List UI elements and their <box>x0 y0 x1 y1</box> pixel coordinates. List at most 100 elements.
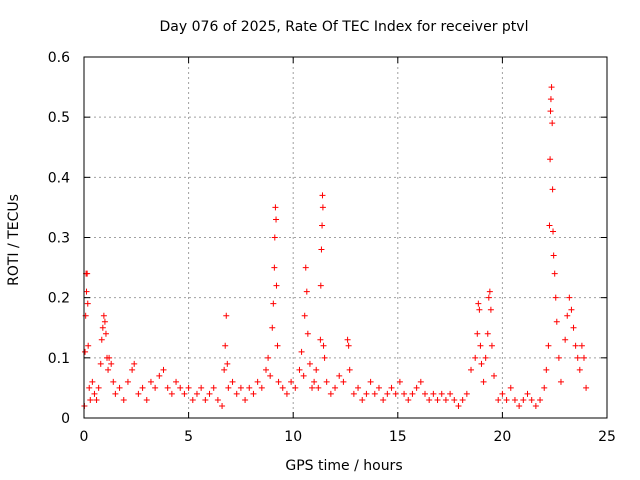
data-point <box>105 366 112 373</box>
data-point <box>477 342 484 349</box>
axis-ticks: 0 5 10 15 20 25 0 0.1 0.2 0.3 0.4 0.5 0.6 <box>48 50 616 445</box>
data-point <box>279 384 286 391</box>
data-point <box>84 270 91 277</box>
data-point <box>143 396 150 403</box>
data-point <box>246 384 253 391</box>
data-point <box>254 378 261 385</box>
data-point <box>409 390 416 397</box>
data-point <box>332 384 339 391</box>
y-tick-label: 0 <box>61 411 70 427</box>
data-point <box>578 342 585 349</box>
data-point <box>564 312 571 319</box>
data-point <box>237 384 244 391</box>
data-point <box>271 234 278 241</box>
data-point <box>275 378 282 385</box>
data-point <box>495 396 502 403</box>
data-point <box>499 390 506 397</box>
data-point <box>367 378 374 385</box>
data-point <box>321 354 328 361</box>
data-point <box>87 396 94 403</box>
data-point <box>503 396 510 403</box>
data-point <box>413 384 420 391</box>
data-point <box>110 378 117 385</box>
data-point <box>313 366 320 373</box>
data-point <box>164 384 171 391</box>
data-point <box>120 396 127 403</box>
data-point <box>405 396 412 403</box>
data-point <box>401 390 408 397</box>
data-point <box>315 384 322 391</box>
x-tick-label: 10 <box>284 429 302 445</box>
data-point <box>181 390 188 397</box>
data-point <box>486 288 493 295</box>
data-point <box>298 348 305 355</box>
y-tick-label: 0.5 <box>48 110 70 126</box>
data-point <box>451 396 458 403</box>
data-point <box>306 360 313 367</box>
data-point <box>270 300 277 307</box>
x-tick-label: 20 <box>493 429 511 445</box>
data-point <box>302 264 309 271</box>
data-point <box>375 384 382 391</box>
data-point <box>583 384 590 391</box>
data-point <box>116 384 123 391</box>
data-point <box>388 384 395 391</box>
data-point <box>323 378 330 385</box>
data-point <box>487 306 494 313</box>
data-point <box>85 342 92 349</box>
x-tick-label: 5 <box>184 429 193 445</box>
data-point <box>549 186 556 193</box>
data-point <box>543 366 550 373</box>
data-point <box>320 342 327 349</box>
data-point <box>392 390 399 397</box>
data-point <box>442 396 449 403</box>
data-point <box>304 330 311 337</box>
data-point <box>472 354 479 361</box>
data-point <box>233 390 240 397</box>
data-point <box>221 366 228 373</box>
data-point <box>547 96 554 103</box>
data-point <box>177 384 184 391</box>
y-tick-label: 0.6 <box>48 50 70 66</box>
data-point <box>417 378 424 385</box>
data-point <box>475 300 482 307</box>
data-point <box>537 396 544 403</box>
data-point <box>309 384 316 391</box>
data-point <box>438 390 445 397</box>
x-tick-label: 25 <box>598 429 616 445</box>
data-point <box>371 390 378 397</box>
data-point <box>474 330 481 337</box>
data-point <box>102 330 109 337</box>
data-point <box>480 378 487 385</box>
data-point <box>193 390 200 397</box>
data-point <box>98 336 105 343</box>
data-point <box>82 348 89 355</box>
data-point <box>317 336 324 343</box>
data-point <box>223 312 230 319</box>
data-point <box>97 360 104 367</box>
data-point <box>160 366 167 373</box>
data-point <box>516 402 523 409</box>
data-point <box>214 396 221 403</box>
data-point <box>380 396 387 403</box>
data-point <box>225 384 232 391</box>
data-point <box>455 402 462 409</box>
data-point <box>547 108 554 115</box>
data-point <box>396 378 403 385</box>
data-point <box>552 294 559 301</box>
y-tick-label: 0.4 <box>48 170 70 186</box>
data-point <box>359 396 366 403</box>
data-point <box>129 366 136 373</box>
data-point <box>426 396 433 403</box>
data-point <box>267 372 274 379</box>
data-point <box>491 372 498 379</box>
data-point <box>274 342 281 349</box>
data-point <box>318 246 325 253</box>
data-point <box>327 390 334 397</box>
data-point <box>549 120 556 127</box>
data-point <box>250 390 257 397</box>
data-point <box>89 378 96 385</box>
data-point <box>106 354 113 361</box>
